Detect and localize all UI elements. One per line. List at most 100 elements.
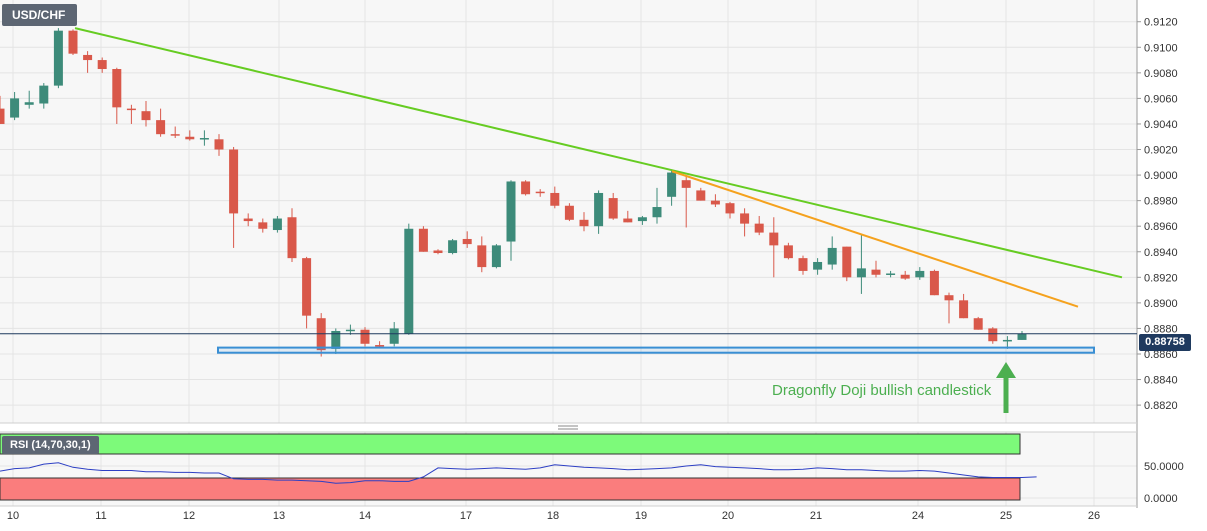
y-tick-label: 0.8840 [1144,375,1178,387]
y-tick-label: 0.8900 [1144,298,1178,310]
candle-body [68,30,78,54]
candle-body [608,198,618,219]
candle-body [170,134,180,136]
candle-body [156,120,166,135]
candle-body [667,172,677,197]
x-tick-label: 19 [635,510,647,522]
x-tick-label: 13 [273,510,285,522]
candle-body [404,228,414,334]
candle-body [856,268,866,278]
candle-body [433,250,443,254]
candle-body [477,245,487,268]
y-tick-label: 0.9020 [1144,145,1178,157]
candle-body [1017,333,1027,340]
candle-body [944,295,954,301]
candle-body [462,238,472,245]
candle-body [112,69,122,108]
candle-body [579,219,589,227]
candle-body [813,261,823,270]
y-tick-label: 0.8960 [1144,221,1178,233]
y-tick-label: 0.9080 [1144,68,1178,80]
candle-body [24,102,34,105]
candle-body [83,54,93,61]
candle-body [725,203,735,214]
rsi-tick-label: 0.0000 [1144,493,1178,505]
candle-body [360,329,370,344]
y-tick-label: 0.9040 [1144,119,1178,131]
candle-body [959,300,969,319]
x-tick-label: 20 [722,510,734,522]
trendline-short [671,170,1079,308]
rsi-badge: RSI (14,70,30,1) [2,436,99,454]
x-tick-label: 21 [810,510,822,522]
rsi-overbought-band [0,433,1021,455]
candle-body [798,258,808,271]
x-tick-label: 14 [359,510,371,522]
candle-body [185,136,195,140]
candle-body [842,246,852,278]
symbol-badge: USD/CHF [2,4,78,26]
x-tick-label: 12 [183,510,195,522]
candle-body [1002,339,1012,342]
x-tick-label: 17 [460,510,472,522]
candle-body [623,218,633,223]
candle-body [550,192,560,206]
candle-body [973,318,983,330]
candle-body [331,330,341,349]
candle-body [199,138,209,140]
candle-body [97,60,107,70]
candle-body [0,108,5,124]
current-price-tag: 0.88758 [1139,334,1191,351]
dragonfly-doji-annotation: Dragonfly Doji bullish candlestick [772,382,992,399]
candle-body [521,181,531,195]
y-tick-label: 0.9060 [1144,93,1178,105]
x-tick-label: 18 [547,510,559,522]
y-tick-label: 0.9120 [1144,17,1178,29]
candle-body [696,190,706,201]
candle-body [652,207,662,218]
y-tick-label: 0.8940 [1144,247,1178,259]
rsi-tick-label: 50.0000 [1144,461,1184,473]
candle-body [988,328,998,342]
support-zone [217,346,1095,354]
candle-body [214,139,224,150]
candle-body [754,223,764,233]
candle-body [39,85,49,104]
candle-body [491,245,501,268]
x-tick-label: 10 [7,510,19,522]
candle-body [302,258,312,316]
y-tick-label: 0.9000 [1144,170,1178,182]
candle-body [272,218,282,231]
arrow-head [996,362,1016,378]
candle-body [53,30,63,86]
y-tick-label: 0.8880 [1144,323,1178,335]
y-tick-label: 0.8980 [1144,196,1178,208]
y-tick-label: 0.9100 [1144,42,1178,54]
candle-body [929,270,939,296]
candle-body [564,205,574,220]
candle-body [375,345,385,347]
candle-body [418,228,428,252]
candle-body [10,98,20,118]
candle-body [769,232,779,246]
x-tick-label: 24 [912,510,924,522]
candle-body [389,328,399,344]
x-tick-label: 25 [1000,510,1012,522]
candle-body [448,240,458,254]
y-tick-label: 0.8820 [1144,400,1178,412]
candle-body [900,274,910,279]
candle-body [229,149,239,214]
candle-body [710,200,720,205]
candle-body [287,217,297,259]
candle-body [740,213,750,224]
candle-body [783,245,793,259]
x-tick-label: 26 [1088,510,1100,522]
candle-body [126,108,136,111]
candle-body [886,273,896,275]
candle-body [243,218,253,222]
candle-body [535,191,545,194]
candle-body [681,180,691,188]
y-tick-label: 0.8920 [1144,272,1178,284]
